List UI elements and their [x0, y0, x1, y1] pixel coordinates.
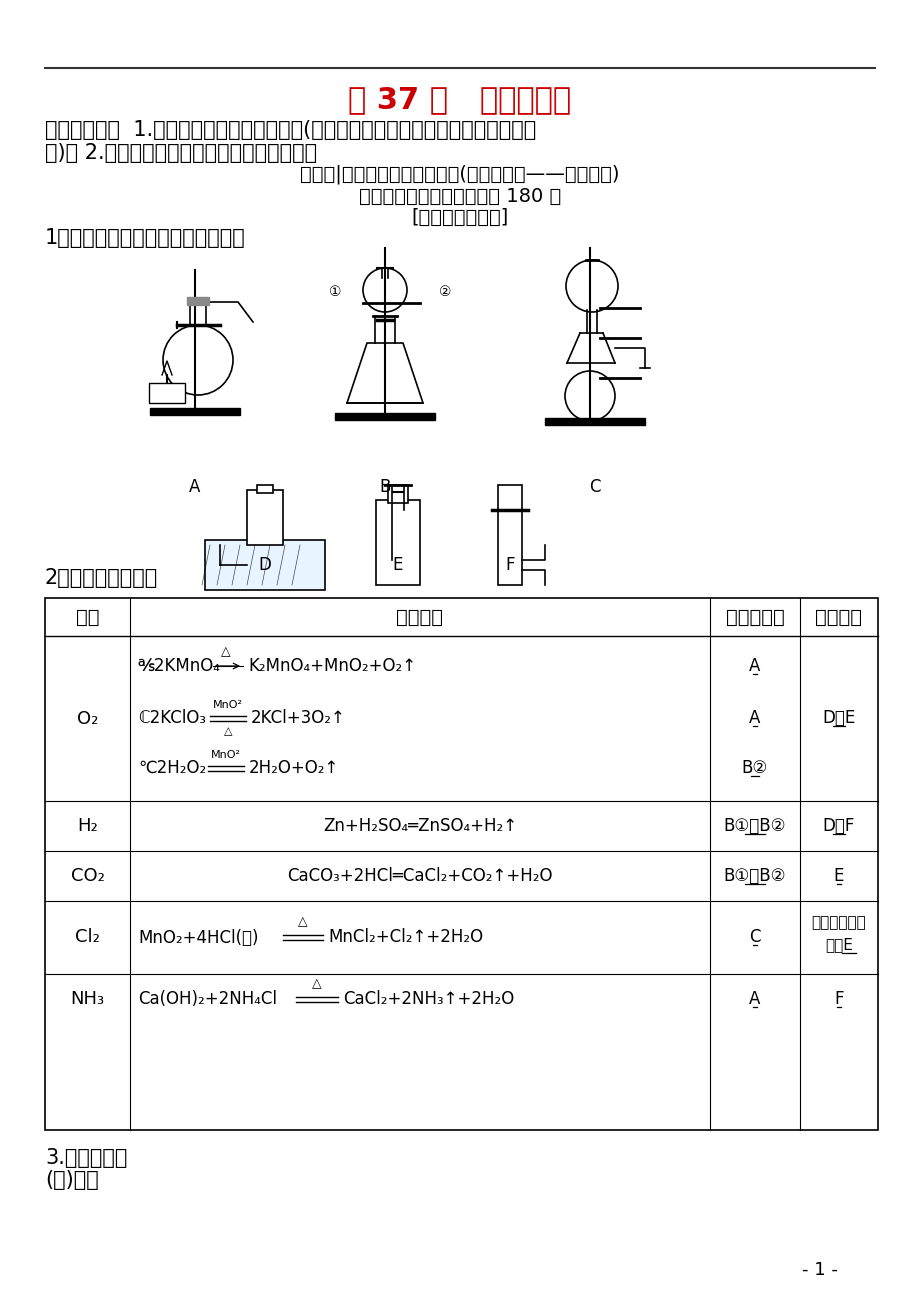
Text: H₂: H₂: [77, 816, 97, 835]
Text: A: A: [748, 658, 760, 674]
Text: ℂ2KClO₃: ℂ2KClO₃: [138, 710, 206, 727]
Text: A: A: [748, 990, 760, 1008]
Bar: [149, 383, 185, 404]
Text: 【考纲要求】  1.掌握常见气体的实验室制法(包括所用试剂、仪器、反应原理和收集方: 【考纲要求】 1.掌握常见气体的实验室制法(包括所用试剂、仪器、反应原理和收集方: [45, 120, 536, 141]
Text: NH₃: NH₃: [71, 990, 105, 1008]
Text: 3.气体的净化: 3.气体的净化: [45, 1148, 127, 1168]
Text: 2KCl+3O₂↑: 2KCl+3O₂↑: [251, 710, 346, 727]
Text: CaCl₂+2NH₃↑+2H₂O: CaCl₂+2NH₃↑+2H₂O: [343, 990, 514, 1008]
Text: △: △: [312, 976, 322, 990]
Text: 法或E: 法或E: [824, 937, 852, 953]
Text: 1．典型的气体发生装置和收集装置: 1．典型的气体发生装置和收集装置: [45, 228, 245, 247]
Text: △: △: [223, 727, 232, 736]
Bar: [150, 408, 240, 415]
Bar: [544, 418, 644, 424]
Bar: [205, 540, 324, 590]
Text: MnO²: MnO²: [213, 700, 243, 710]
Text: ②: ②: [438, 285, 450, 299]
Text: 2H₂O+O₂↑: 2H₂O+O₂↑: [249, 759, 339, 777]
Text: △: △: [298, 915, 308, 928]
Text: (１)装置: (１)装置: [45, 1170, 98, 1190]
Text: MnCl₂+Cl₂↑+2H₂O: MnCl₂+Cl₂↑+2H₂O: [328, 928, 482, 947]
Text: F: F: [834, 990, 843, 1008]
Text: 第 37 講   物质的制备: 第 37 講 物质的制备: [348, 86, 571, 115]
Text: MnO²: MnO²: [210, 750, 241, 760]
Text: F: F: [505, 556, 515, 574]
Text: ℃2H₂O₂: ℃2H₂O₂: [138, 759, 206, 777]
Text: E: E: [392, 556, 403, 574]
Bar: [335, 413, 435, 421]
Text: ①: ①: [328, 285, 341, 299]
Text: D: D: [258, 556, 271, 574]
Text: C: C: [588, 478, 600, 496]
Text: B: B: [379, 478, 391, 496]
Text: B①或B②: B①或B②: [723, 867, 786, 885]
Text: Zn+H₂SO₄═ZnSO₄+H₂↑: Zn+H₂SO₄═ZnSO₄+H₂↑: [323, 816, 516, 835]
Text: A: A: [748, 710, 760, 727]
Text: 2．常见气体的制备: 2．常见气体的制备: [45, 568, 158, 589]
Text: E: E: [833, 867, 844, 885]
Text: O₂: O₂: [76, 710, 98, 728]
Text: D或E: D或E: [822, 710, 855, 728]
Text: - 1 -: - 1 -: [801, 1262, 837, 1279]
Text: 授课提示：对应学生用书第 180 页: 授课提示：对应学生用书第 180 页: [358, 187, 561, 206]
Text: 考点一|常见气体的实验室制法(重点保分型——师生共研): 考点一|常见气体的实验室制法(重点保分型——师生共研): [300, 165, 619, 185]
Text: △: △: [221, 644, 231, 658]
Text: 排饱和食盐水: 排饱和食盐水: [811, 915, 866, 931]
Text: B②: B②: [741, 759, 767, 777]
Text: D或F: D或F: [822, 816, 855, 835]
Bar: [45, 598, 877, 1130]
Text: [核心知识大通关]: [核心知识大通关]: [411, 208, 508, 227]
Text: ℁2KMnO₄: ℁2KMnO₄: [138, 658, 221, 674]
Text: C: C: [748, 928, 760, 947]
Text: 气体: 气体: [75, 608, 99, 626]
Text: Cl₂: Cl₂: [75, 928, 100, 947]
Bar: [376, 500, 420, 585]
Bar: [497, 486, 521, 585]
Text: CaCO₃+2HCl═CaCl₂+CO₂↑+H₂O: CaCO₃+2HCl═CaCl₂+CO₂↑+H₂O: [287, 867, 552, 885]
Text: K₂MnO₄+MnO₂+O₂↑: K₂MnO₄+MnO₂+O₂↑: [248, 658, 415, 674]
Text: Ca(OH)₂+2NH₄Cl: Ca(OH)₂+2NH₄Cl: [138, 990, 277, 1008]
Text: 收集方法: 收集方法: [814, 608, 862, 626]
Bar: [388, 486, 407, 503]
Text: 发生装置图: 发生装置图: [725, 608, 784, 626]
Bar: [246, 490, 283, 546]
Text: MnO₂+4HCl(浓): MnO₂+4HCl(浓): [138, 928, 258, 947]
Text: B①或B②: B①或B②: [723, 816, 786, 835]
Bar: [256, 486, 273, 493]
Text: 反应原理: 反应原理: [396, 608, 443, 626]
Text: 法)。 2.能识别或绘制简单的实验仪器装置图。: 法)。 2.能识别或绘制简单的实验仪器装置图。: [45, 143, 317, 163]
Text: A: A: [189, 478, 200, 496]
Bar: [187, 297, 209, 305]
Text: CO₂: CO₂: [71, 867, 105, 885]
